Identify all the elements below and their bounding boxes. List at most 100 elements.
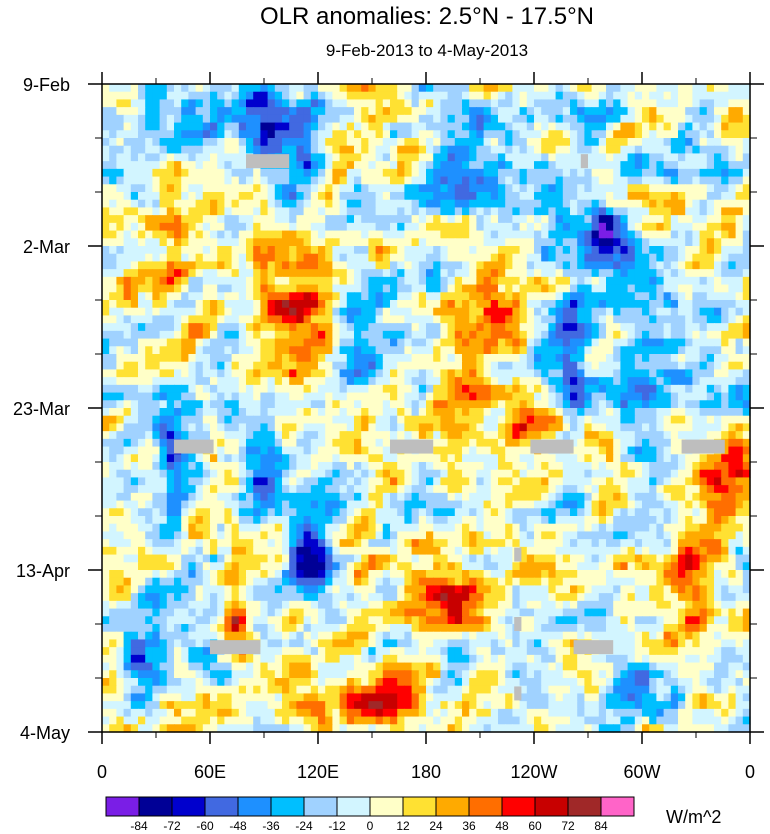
field-cell [526,269,535,278]
field-cell [541,161,549,170]
field-cell [404,161,413,170]
field-cell [735,492,744,502]
field-cell [692,415,701,425]
field-cell [390,415,398,425]
field-cell [454,130,463,139]
field-cell [570,84,578,93]
field-cell [570,91,578,101]
field-cell [253,238,261,247]
field-cell [152,292,161,301]
field-cell [469,215,477,224]
field-cell [217,246,225,255]
field-cell [577,261,585,270]
field-cell [627,361,636,371]
field-cell [152,500,161,509]
field-cell [382,392,391,401]
field-cell [102,330,110,340]
field-cell [282,269,290,278]
field-cell [296,446,305,455]
field-cell [346,361,355,371]
field-cell [685,276,693,286]
field-cell [462,307,470,317]
field-cell [742,176,751,185]
field-cell [325,500,333,509]
field-cell [318,300,326,309]
field-cell [195,292,204,301]
field-cell [735,292,744,301]
field-cell [390,392,398,401]
field-cell [361,122,369,131]
field-cell [490,161,499,170]
field-cell [426,153,434,162]
field-cell [721,215,729,224]
field-cell [606,114,614,124]
field-cell [706,400,715,409]
field-cell [325,361,333,371]
field-cell [440,462,449,471]
field-cell [570,292,578,301]
field-cell [145,300,153,309]
field-cell [692,168,701,178]
field-cell [699,253,708,263]
field-cell [699,500,708,509]
field-cell [742,215,751,224]
field-cell [354,284,362,293]
field-cell [174,477,182,486]
field-cell [217,492,225,502]
field-cell [505,392,513,401]
field-cell [742,161,751,170]
field-cell [339,192,348,201]
field-cell [454,423,463,432]
field-cell [267,276,276,286]
field-cell [174,207,182,216]
field-cell [598,300,607,309]
field-cell [130,423,139,432]
field-cell [210,91,218,101]
field-cell [152,192,161,201]
field-cell [325,161,333,170]
field-cell [361,192,369,201]
field-cell [181,192,189,201]
field-cell [231,269,240,278]
field-cell [368,207,377,216]
field-cell [728,199,737,209]
field-cell [361,91,369,101]
field-cell [145,84,153,93]
field-cell [663,145,672,155]
field-cell [339,84,348,93]
field-cell [188,500,197,509]
field-cell [404,392,413,401]
field-cell [310,492,319,502]
field-cell [195,477,204,486]
field-cell [570,222,578,232]
field-cell [656,199,665,209]
field-cell [224,438,233,448]
field-cell [231,462,240,471]
field-cell [462,114,470,124]
field-cell [642,485,650,494]
field-cell [555,477,564,486]
field-cell [490,415,499,425]
field-cell [123,323,132,332]
field-cell [224,338,233,347]
field-cell [462,330,470,340]
field-cell [555,192,564,201]
field-cell [577,330,585,340]
field-cell [591,408,600,417]
field-cell [728,338,737,347]
field-cell [570,253,578,263]
field-cell [519,261,528,270]
field-cell [548,107,557,116]
field-cell [404,238,413,247]
field-cell [339,446,348,455]
field-cell [195,269,204,278]
field-cell [663,392,672,401]
field-cell [325,508,333,517]
field-cell [721,438,729,448]
field-cell [260,492,269,502]
field-cell [354,477,362,486]
field-cell [685,138,693,147]
field-cell [584,284,593,293]
field-cell [397,462,405,471]
field-cell [454,238,463,247]
